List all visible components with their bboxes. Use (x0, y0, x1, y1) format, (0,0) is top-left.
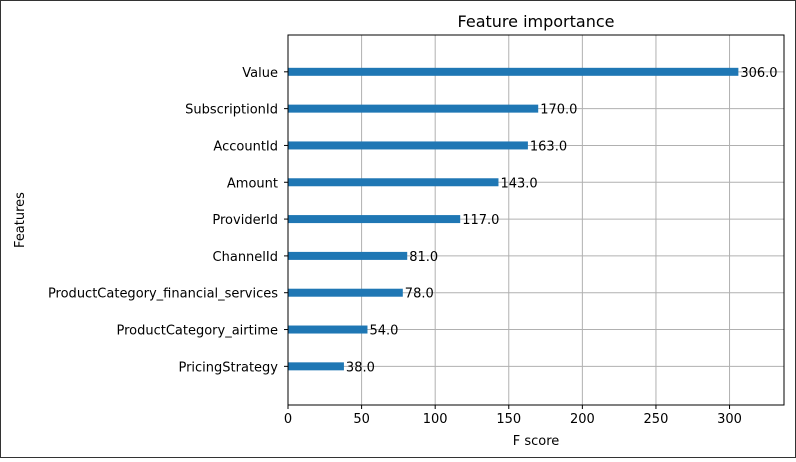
x-tick-label: 250 (644, 412, 669, 427)
bar-value-label: 117.0 (462, 213, 499, 228)
x-tick-label: 50 (353, 412, 370, 427)
y-tick-label: ChannelId (213, 250, 278, 265)
bar (288, 251, 408, 260)
y-tick-label: ProductCategory_financial_services (48, 287, 278, 302)
x-tick-label: 100 (423, 412, 448, 427)
bar-value-label: 38.0 (346, 360, 375, 375)
x-tick-label: 300 (717, 412, 742, 427)
y-tick-label: Value (242, 66, 278, 81)
chart-title: Feature importance (458, 12, 615, 31)
bar (288, 141, 528, 150)
plot-area-frame (287, 34, 785, 406)
bar-value-label: 163.0 (530, 139, 567, 154)
y-tick-label: AccountId (213, 139, 278, 154)
y-tick-labels: Value SubscriptionId AccountId Amount Provid… (48, 66, 288, 375)
y-tick-label: PricingStrategy (178, 360, 278, 375)
bar-value-label: 54.0 (369, 324, 398, 339)
y-tick-label: ProviderId (212, 213, 278, 228)
x-tick-label: 0 (284, 412, 292, 427)
bar (288, 104, 539, 113)
bar-value-label: 170.0 (540, 103, 577, 118)
x-tick-label: 200 (570, 412, 595, 427)
data-labels: 306.0 170.0 163.0 143.0 117.0 81.0 78.0 54.0 38.… (346, 66, 778, 376)
x-axis-label: F score (513, 434, 560, 449)
bar-value-label: 306.0 (740, 66, 777, 81)
bar (288, 288, 403, 297)
x-tick-label: 150 (496, 412, 521, 427)
y-tick-label: Amount (227, 176, 278, 191)
bar-value-label: 81.0 (409, 250, 438, 265)
bar (288, 178, 499, 187)
bar (288, 215, 461, 224)
y-axis-label: Features (13, 192, 28, 248)
y-tick-label: SubscriptionId (185, 103, 278, 118)
bar (288, 325, 368, 334)
bar-value-label: 143.0 (500, 176, 537, 191)
bar (288, 362, 344, 371)
y-tick-label: ProductCategory_airtime (116, 324, 278, 339)
bars (288, 67, 739, 371)
x-tick-labels: 0 50 100 150 200 250 300 (284, 405, 742, 427)
bar (288, 67, 739, 76)
bar-value-label: 78.0 (405, 287, 434, 302)
